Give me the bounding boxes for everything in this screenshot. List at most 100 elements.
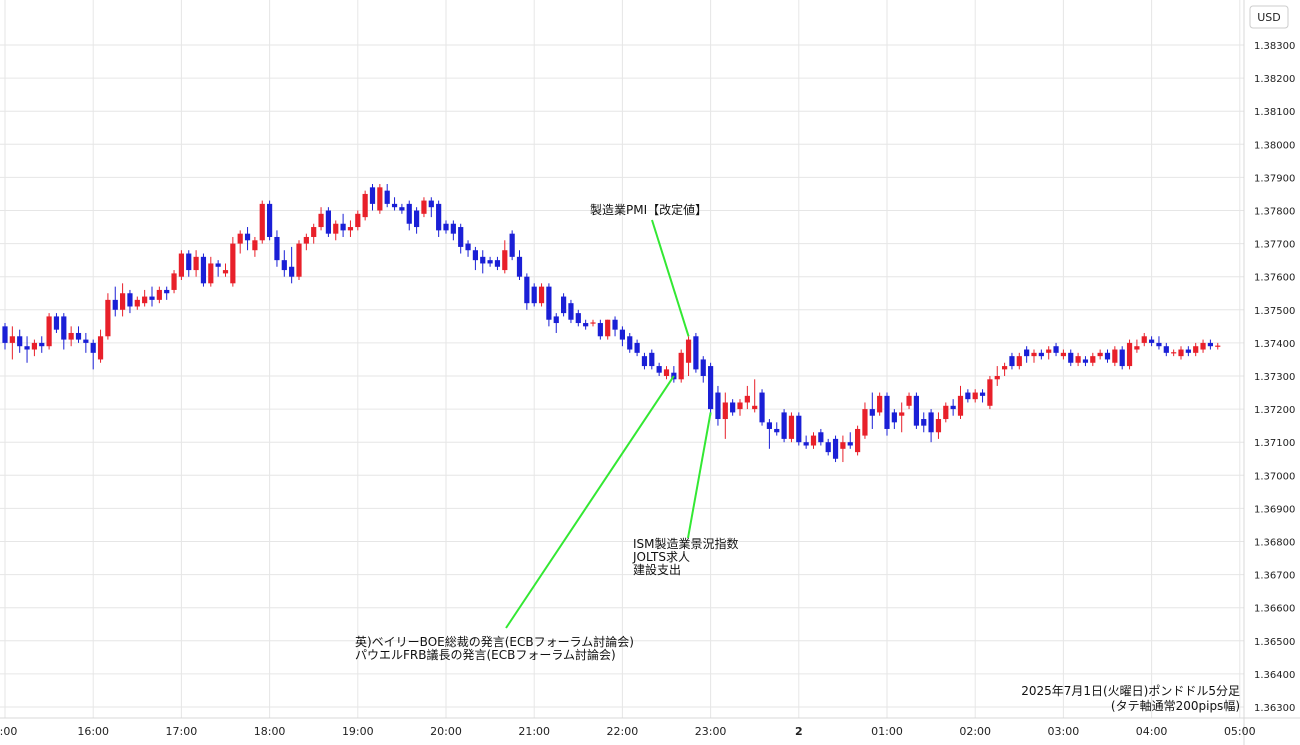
currency-badge-box[interactable] <box>1249 5 1289 29</box>
candle-body <box>1038 352 1044 357</box>
candle-body <box>693 336 699 370</box>
candle <box>788 412 795 443</box>
annotation-leader-line <box>505 375 675 629</box>
candles <box>2 184 1221 463</box>
candle-body <box>480 256 486 264</box>
candle-body <box>1060 352 1066 357</box>
candle-body <box>1185 349 1191 353</box>
candle <box>244 227 251 251</box>
candle <box>1193 342 1199 357</box>
candle-body <box>17 336 23 347</box>
annotation-text: JOLTS求人 <box>632 550 690 564</box>
candle <box>1002 362 1008 376</box>
x-tick-label: 17:00 <box>166 725 198 738</box>
candle <box>355 210 361 231</box>
candle <box>215 260 221 277</box>
candle <box>891 409 897 429</box>
candle-body <box>641 356 648 367</box>
candle <box>149 286 155 307</box>
candle <box>722 392 728 439</box>
candle-body <box>583 323 589 327</box>
candle-body <box>178 253 184 277</box>
candle <box>105 293 111 340</box>
candle <box>487 256 493 267</box>
candle <box>715 385 721 426</box>
candle <box>296 240 302 281</box>
x-tick-label: 22:00 <box>607 725 639 738</box>
candle-body <box>869 409 875 416</box>
candle-body <box>663 369 670 376</box>
candle-body <box>281 260 287 271</box>
candle <box>516 250 523 281</box>
candle-body <box>1009 356 1015 367</box>
candle <box>53 313 60 333</box>
candle <box>458 223 464 254</box>
x-tick-label: 04:00 <box>1136 725 1168 738</box>
currency-badge[interactable]: USD <box>1249 5 1289 29</box>
y-tick-label: 1.36500 <box>1254 637 1295 648</box>
candle-body <box>494 260 501 267</box>
candle-body <box>1141 336 1147 343</box>
candle-body <box>1126 342 1133 367</box>
candle <box>61 313 67 350</box>
candle <box>561 293 567 317</box>
candle-body <box>935 419 942 433</box>
candle <box>325 207 331 237</box>
candle-body <box>428 200 434 208</box>
candle <box>781 409 787 443</box>
candle <box>362 190 368 221</box>
candle-body <box>678 352 684 380</box>
candle-body <box>972 392 978 400</box>
candle <box>97 329 104 363</box>
candle <box>1119 346 1125 370</box>
candle-body <box>252 240 258 251</box>
candle <box>531 283 537 307</box>
candle-body <box>656 366 662 373</box>
currency-badge-label[interactable]: USD <box>1257 11 1281 24</box>
candle <box>641 352 648 370</box>
candle <box>1060 349 1066 360</box>
candle-body <box>796 415 802 443</box>
candle-body <box>83 339 89 343</box>
candle <box>553 313 559 333</box>
candle <box>546 283 552 327</box>
candle-body <box>274 236 280 261</box>
y-tick-label: 1.37000 <box>1254 471 1295 482</box>
candle-body <box>61 316 67 340</box>
candle <box>950 399 956 416</box>
candle-body <box>9 336 15 343</box>
candle <box>884 392 890 436</box>
candle-body <box>965 392 971 400</box>
candle-body <box>164 289 170 294</box>
candle-body <box>627 336 633 350</box>
candle-body <box>590 322 596 324</box>
candle-body <box>399 207 405 211</box>
candle-body <box>289 266 295 277</box>
x-tick-label: 5:00 <box>0 725 17 738</box>
candle <box>480 250 486 274</box>
x-tick-label: 02:00 <box>959 725 991 738</box>
candle <box>759 389 765 426</box>
candle-body <box>362 193 368 218</box>
candle-body <box>325 210 331 234</box>
candle-body <box>244 233 251 241</box>
candle-body <box>406 203 412 224</box>
candle-body <box>531 286 537 304</box>
candle <box>259 200 265 244</box>
candle-body <box>943 405 949 420</box>
candle-body <box>75 332 82 340</box>
candle-body <box>230 243 236 284</box>
candle <box>406 200 412 231</box>
candle <box>987 376 993 410</box>
candle <box>957 385 964 420</box>
candle <box>465 240 471 257</box>
candle-body <box>884 395 890 429</box>
y-tick-label: 1.37700 <box>1254 240 1295 251</box>
candle <box>164 286 170 300</box>
candle-body <box>708 366 714 410</box>
candle <box>575 309 581 327</box>
candle <box>112 286 118 317</box>
candle <box>90 339 96 370</box>
candle-body <box>1163 346 1169 353</box>
